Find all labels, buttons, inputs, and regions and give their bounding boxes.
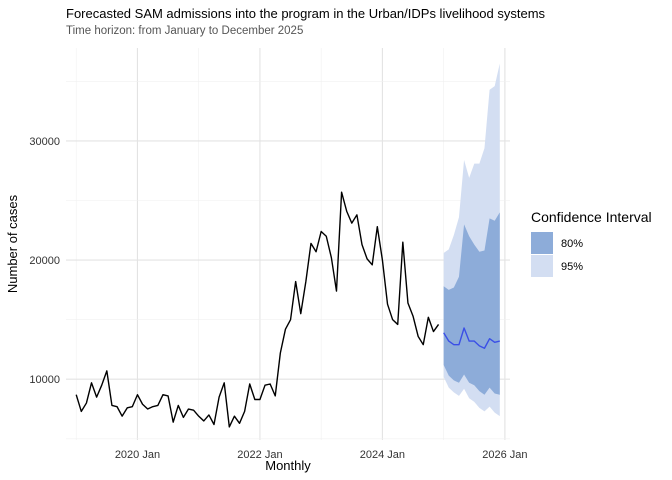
forecast-mean-line	[443, 327, 500, 349]
chart-subtitle: Time horizon: from January to December 2…	[66, 25, 304, 37]
x-tick-label: 2024 Jan	[360, 449, 405, 461]
x-tick-label: 2026 Jan	[482, 449, 527, 461]
y-tick-label: 30000	[29, 136, 60, 148]
legend: Confidence Interval 80% 95%	[531, 209, 652, 277]
legend-swatch-95	[531, 255, 553, 277]
chart-title: Forecasted SAM admissions into the progr…	[66, 6, 546, 21]
x-tick-label: 2022 Jan	[237, 449, 282, 461]
x-tick-label: 2020 Jan	[115, 449, 160, 461]
y-axis-ticks: 10000 20000 30000	[29, 136, 60, 386]
x-axis-ticks: 2020 Jan 2022 Jan 2024 Jan 2026 Jan	[115, 449, 528, 461]
x-axis-label: Monthly	[265, 458, 311, 473]
ci-80-band	[443, 212, 500, 395]
series-lines	[75, 191, 500, 428]
y-tick-label: 10000	[29, 374, 60, 386]
grid-lines	[66, 48, 510, 440]
legend-label-95: 95%	[561, 261, 583, 273]
legend-label-80: 80%	[561, 238, 583, 250]
y-tick-label: 20000	[29, 255, 60, 267]
legend-swatch-80	[531, 232, 553, 254]
history-line	[75, 191, 440, 428]
y-axis-label: Number of cases	[5, 194, 20, 293]
confidence-bands	[443, 63, 500, 417]
legend-title: Confidence Interval	[531, 209, 652, 225]
